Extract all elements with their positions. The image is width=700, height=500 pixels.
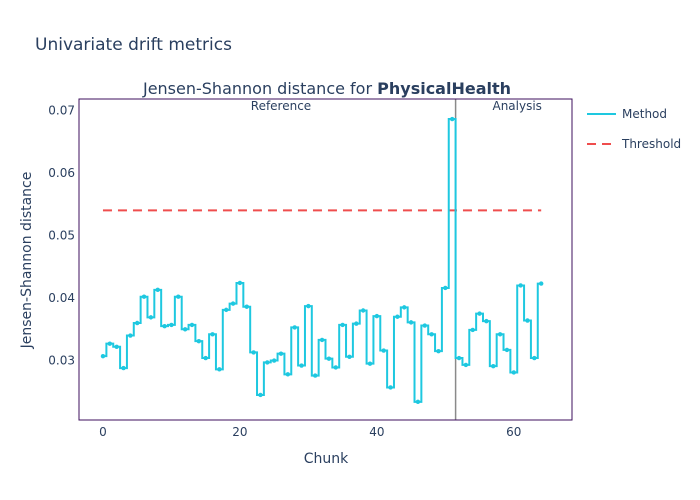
- method-point: [114, 344, 119, 349]
- x-tick-label: 0: [99, 425, 107, 439]
- method-point: [326, 356, 332, 361]
- method-point: [121, 365, 126, 371]
- method-point: [176, 294, 181, 299]
- method-point: [230, 301, 236, 306]
- method-point: [408, 320, 414, 325]
- method-point: [477, 311, 482, 316]
- method-point: [367, 361, 373, 366]
- method-point: [456, 355, 462, 361]
- method-point: [278, 351, 284, 356]
- method-point: [415, 399, 421, 405]
- method-point: [354, 321, 359, 326]
- method-point: [169, 322, 174, 328]
- x-tick-label: 60: [506, 425, 521, 439]
- method-point: [244, 304, 249, 309]
- method-point: [511, 370, 516, 375]
- method-point: [449, 116, 455, 122]
- method-series-line: [102, 118, 542, 403]
- method-point: [224, 307, 229, 313]
- method-point: [429, 332, 434, 337]
- method-point: [538, 281, 544, 286]
- method-point: [374, 313, 380, 319]
- plot-frame: [78, 98, 573, 421]
- figure-title: Univariate drift metrics: [35, 35, 232, 55]
- method-point: [265, 360, 270, 365]
- method-point: [217, 367, 222, 372]
- method-point: [347, 354, 352, 360]
- method-point: [237, 280, 243, 286]
- method-point: [271, 358, 277, 363]
- method-point: [381, 348, 386, 353]
- method-point: [196, 338, 202, 344]
- y-tick-label: 0.06: [48, 166, 75, 180]
- x-tick-label: 40: [369, 425, 384, 439]
- x-axis-title: Chunk: [304, 451, 349, 467]
- method-point: [258, 392, 263, 398]
- method-point: [443, 285, 448, 291]
- legend-item-method[interactable]: Method: [587, 107, 667, 121]
- legend: Method Threshold: [587, 107, 681, 151]
- method-point: [340, 322, 345, 328]
- method-point: [360, 308, 366, 313]
- method-point: [292, 325, 297, 330]
- legend-item-threshold[interactable]: Threshold: [587, 137, 681, 151]
- method-point: [525, 318, 530, 323]
- chart-title-feature: PhysicalHealth: [377, 79, 511, 98]
- method-point: [463, 362, 469, 368]
- method-point: [313, 373, 318, 378]
- method-point: [299, 363, 304, 368]
- method-point: [182, 327, 188, 332]
- method-point: [319, 337, 325, 343]
- method-point: [210, 332, 215, 337]
- method-point: [251, 350, 256, 355]
- method-point: [504, 347, 510, 353]
- legend-label-method: Method: [622, 107, 667, 121]
- chart-title: Jensen-Shannon distance for PhysicalHeal…: [142, 79, 511, 98]
- y-tick-label: 0.04: [48, 291, 75, 305]
- method-point: [306, 303, 311, 309]
- chart-title-prefix: Jensen-Shannon distance for: [142, 79, 377, 98]
- method-point: [155, 287, 160, 293]
- method-point: [497, 332, 503, 337]
- method-point: [203, 355, 208, 361]
- method-point: [162, 323, 167, 329]
- y-tick-label: 0.07: [48, 103, 75, 117]
- method-point: [436, 348, 441, 354]
- method-point: [484, 318, 489, 324]
- method-point: [470, 327, 475, 333]
- y-tick-label: 0.05: [48, 228, 75, 242]
- method-point: [148, 315, 154, 320]
- method-point: [128, 333, 133, 338]
- method-point: [518, 283, 523, 288]
- legend-label-threshold: Threshold: [621, 137, 681, 151]
- y-axis-title: Jensen-Shannon distance: [19, 172, 35, 350]
- method-point: [107, 341, 113, 346]
- method-point: [189, 322, 195, 328]
- method-point: [100, 353, 106, 359]
- method-point: [422, 323, 427, 328]
- method-point: [333, 365, 338, 370]
- y-tick-label: 0.03: [48, 354, 75, 368]
- plot-area: Reference Analysis 0 20 40 60 0.03 0.04 0.05 0.06…: [48, 98, 573, 439]
- method-point: [491, 363, 496, 369]
- x-tick-label: 20: [232, 425, 247, 439]
- region-label-analysis: Analysis: [492, 99, 541, 113]
- method-point: [395, 314, 400, 319]
- method-point: [532, 355, 537, 361]
- method-point: [135, 320, 140, 326]
- method-point: [388, 385, 393, 390]
- method-point: [141, 294, 147, 299]
- region-label-reference: Reference: [251, 99, 311, 113]
- method-point: [402, 305, 407, 310]
- method-point: [285, 372, 291, 377]
